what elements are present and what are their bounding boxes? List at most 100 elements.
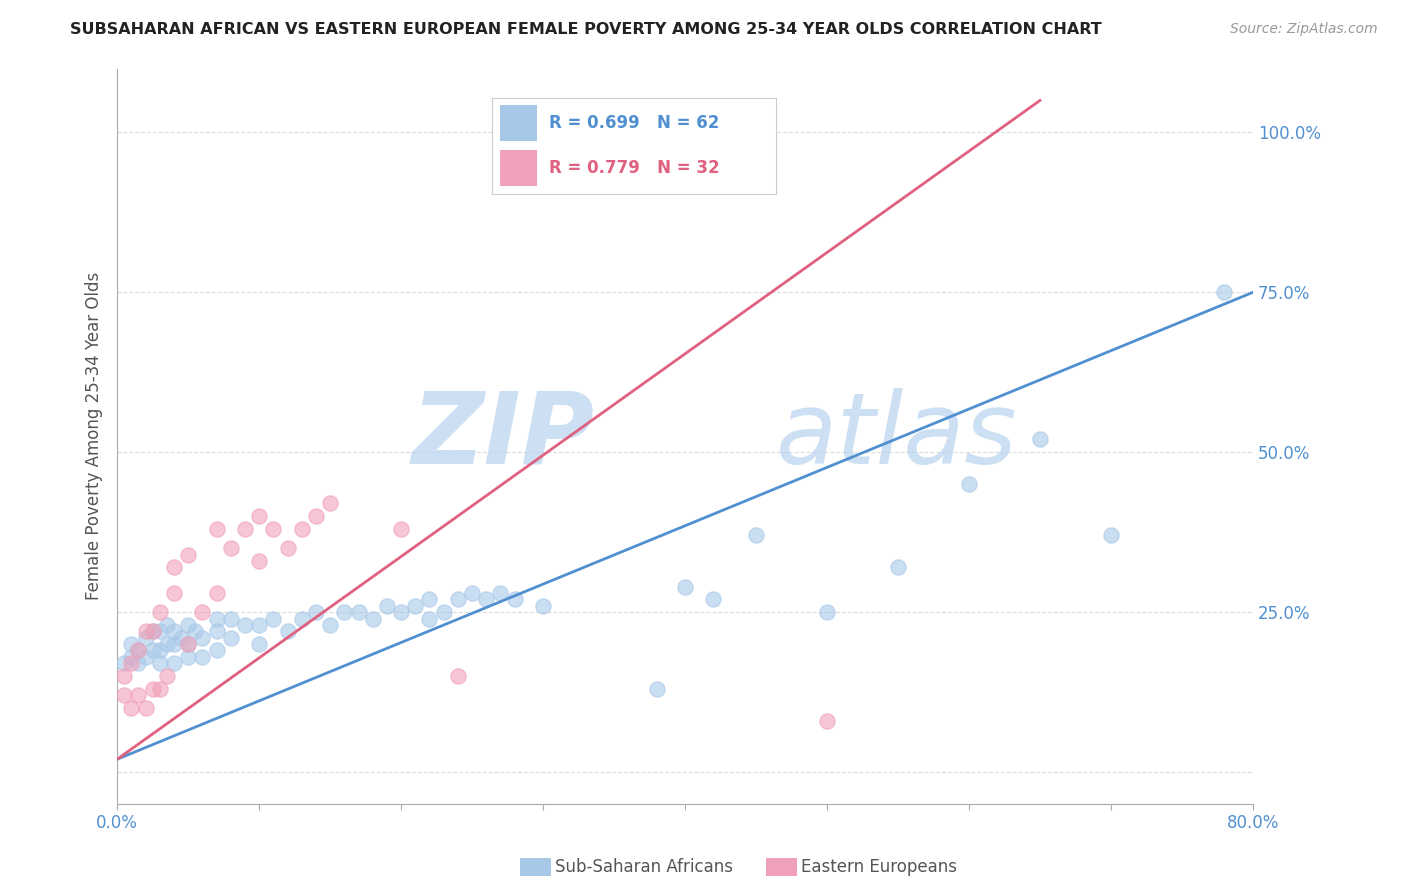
Point bbox=[120, 701, 142, 715]
Point bbox=[120, 649, 142, 664]
Point bbox=[191, 649, 214, 664]
Point bbox=[156, 637, 179, 651]
Point bbox=[156, 669, 179, 683]
Point bbox=[503, 592, 526, 607]
Point bbox=[333, 605, 356, 619]
Point bbox=[191, 631, 214, 645]
Point bbox=[112, 669, 135, 683]
Point bbox=[205, 624, 228, 639]
Text: atlas: atlas bbox=[776, 388, 1018, 484]
Point bbox=[127, 688, 149, 702]
Point bbox=[135, 649, 157, 664]
Point bbox=[163, 586, 186, 600]
Point bbox=[247, 554, 270, 568]
Point bbox=[1029, 433, 1052, 447]
Point bbox=[149, 624, 172, 639]
Point bbox=[233, 618, 256, 632]
Point bbox=[418, 592, 440, 607]
Point bbox=[163, 624, 186, 639]
Point bbox=[112, 657, 135, 671]
Point bbox=[262, 611, 284, 625]
Point bbox=[347, 605, 370, 619]
Point bbox=[219, 631, 242, 645]
Point bbox=[112, 688, 135, 702]
Point bbox=[305, 605, 328, 619]
Point bbox=[120, 657, 142, 671]
Point bbox=[433, 605, 456, 619]
Point bbox=[447, 592, 470, 607]
Point bbox=[815, 605, 838, 619]
Point bbox=[184, 624, 207, 639]
Point bbox=[127, 643, 149, 657]
Point bbox=[135, 631, 157, 645]
Point bbox=[319, 496, 342, 510]
Point bbox=[149, 605, 172, 619]
Point bbox=[277, 541, 299, 556]
Point bbox=[127, 643, 149, 657]
Point bbox=[127, 657, 149, 671]
Point bbox=[170, 631, 193, 645]
Point bbox=[205, 522, 228, 536]
Point bbox=[177, 637, 200, 651]
Point bbox=[319, 618, 342, 632]
Point bbox=[815, 714, 838, 728]
Text: Sub-Saharan Africans: Sub-Saharan Africans bbox=[555, 858, 734, 876]
Point bbox=[475, 592, 498, 607]
Text: Source: ZipAtlas.com: Source: ZipAtlas.com bbox=[1230, 22, 1378, 37]
Point bbox=[702, 592, 724, 607]
Point bbox=[205, 586, 228, 600]
Point bbox=[149, 643, 172, 657]
Point bbox=[1099, 528, 1122, 542]
Point bbox=[389, 522, 412, 536]
Point bbox=[277, 624, 299, 639]
Text: Eastern Europeans: Eastern Europeans bbox=[801, 858, 957, 876]
Point bbox=[205, 611, 228, 625]
Point bbox=[219, 611, 242, 625]
Point bbox=[531, 599, 554, 613]
Point bbox=[149, 681, 172, 696]
Point bbox=[375, 599, 398, 613]
Point bbox=[745, 528, 768, 542]
Point bbox=[305, 509, 328, 524]
Point bbox=[361, 611, 384, 625]
Point bbox=[461, 586, 484, 600]
Point bbox=[645, 681, 668, 696]
Point bbox=[291, 611, 314, 625]
Point bbox=[447, 669, 470, 683]
Point bbox=[142, 643, 165, 657]
Point bbox=[177, 637, 200, 651]
Point bbox=[177, 548, 200, 562]
Point bbox=[177, 649, 200, 664]
Point bbox=[1213, 285, 1236, 300]
Point bbox=[404, 599, 426, 613]
Point bbox=[233, 522, 256, 536]
Point bbox=[219, 541, 242, 556]
Point bbox=[120, 637, 142, 651]
Point bbox=[177, 618, 200, 632]
Point bbox=[291, 522, 314, 536]
Text: SUBSAHARAN AFRICAN VS EASTERN EUROPEAN FEMALE POVERTY AMONG 25-34 YEAR OLDS CORR: SUBSAHARAN AFRICAN VS EASTERN EUROPEAN F… bbox=[70, 22, 1102, 37]
Point bbox=[163, 637, 186, 651]
Point bbox=[389, 605, 412, 619]
Point bbox=[418, 611, 440, 625]
Point bbox=[163, 560, 186, 574]
Point bbox=[149, 657, 172, 671]
Point bbox=[957, 477, 980, 491]
Point bbox=[247, 637, 270, 651]
Text: ZIP: ZIP bbox=[411, 388, 595, 484]
Point bbox=[205, 643, 228, 657]
Y-axis label: Female Poverty Among 25-34 Year Olds: Female Poverty Among 25-34 Year Olds bbox=[86, 272, 103, 600]
Point bbox=[247, 618, 270, 632]
Point bbox=[887, 560, 910, 574]
Point bbox=[142, 624, 165, 639]
Point bbox=[163, 657, 186, 671]
Point bbox=[142, 681, 165, 696]
Point bbox=[673, 580, 696, 594]
Point bbox=[247, 509, 270, 524]
Point bbox=[135, 624, 157, 639]
Point bbox=[156, 618, 179, 632]
Point bbox=[262, 522, 284, 536]
Point bbox=[142, 624, 165, 639]
Point bbox=[191, 605, 214, 619]
Point bbox=[135, 701, 157, 715]
